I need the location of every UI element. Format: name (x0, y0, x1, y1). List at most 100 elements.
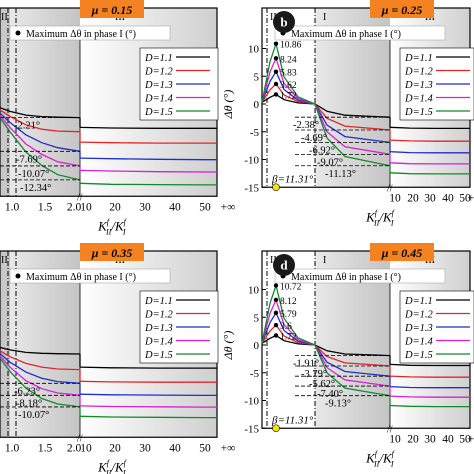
annotation-label: -7.69° (16, 154, 42, 165)
legend-entry-label: D=1.5 (144, 107, 173, 118)
peak-value-label: 10.72 (280, 283, 302, 293)
series-line-D-1_3 (389, 385, 470, 389)
legend-entry-label: D=1.4 (144, 337, 174, 348)
axis-break-mark: // (387, 424, 393, 435)
mu-badge (80, 0, 144, 18)
peak-marker (273, 283, 279, 288)
annotation-label: -12.34° (20, 183, 51, 194)
legend-title: Maximum Δθ in phase I (°) (291, 272, 401, 283)
x-tick-label: 10 (80, 201, 92, 213)
peak-marker (273, 41, 279, 46)
x-tick-label: 40 (442, 192, 454, 204)
legend-entry-label: D=1.3 (144, 80, 173, 91)
x-tick-label: 1.5 (38, 442, 53, 454)
x-tick-label: 30 (139, 442, 151, 454)
x-tick-label: 30 (424, 433, 436, 445)
series-line-D-1_4 (79, 405, 217, 408)
y-tick-label: 5 (254, 71, 260, 83)
x-tick-label: 1.0 (5, 442, 20, 454)
series-line-D-1_2 (261, 82, 391, 131)
y-tick-label: -5 (250, 127, 260, 139)
x-tick-label: 40 (169, 201, 181, 213)
series-line-D-1_3 (79, 157, 217, 161)
series-line-D-1_2 (389, 139, 470, 142)
x-tick-label: 10 (389, 192, 401, 204)
x-axis-label-part: f (124, 458, 128, 467)
annotation-label: -7.40° (317, 389, 343, 400)
x-axis-label-part: K (97, 459, 108, 474)
x-tick-label: 20 (109, 442, 121, 454)
series-line-D-1_3 (79, 393, 217, 397)
zone-label: I (323, 255, 326, 266)
x-tick-label: +∞ (221, 201, 236, 213)
x-axis-label-part: K (365, 450, 376, 465)
peak-value-label: 8.24 (280, 55, 297, 65)
zone-label: II (270, 12, 277, 23)
series-line-D-1_3 (261, 70, 391, 144)
panel-letter: d (280, 258, 288, 273)
x-axis-label: Kf II/Kf I (97, 217, 128, 236)
series-line-D-1_1 (389, 126, 470, 130)
panel-a: IIIII1.01.52.01020304050+∞//KfII/KfI-2.2… (0, 0, 235, 236)
x-axis-label-part: f (375, 449, 379, 458)
legend-entry-label: D=1.2 (404, 67, 434, 78)
legend-entry-label: D=1.4 (404, 337, 434, 348)
peak-value-label: 5.79 (280, 310, 297, 320)
series-line-D-1_2 (0, 109, 81, 133)
axis-break-mark: // (77, 433, 83, 444)
mu-label: μ = 0.45 (381, 246, 423, 260)
x-tick-label: 10 (389, 433, 401, 445)
peak-marker (273, 322, 279, 328)
series-line-D-1_5 (0, 116, 81, 181)
x-tick-label: 50 (459, 192, 471, 204)
x-axis-label-part: f (124, 217, 128, 226)
legend-title-box (274, 268, 446, 284)
annotation-label: -8.18° (16, 398, 42, 409)
x-tick-label: 1.0 (5, 201, 20, 213)
series-line-D-1_5 (261, 283, 391, 397)
x-axis-label-part: / (378, 209, 384, 224)
legend-title-box (9, 268, 171, 284)
zone-I-bg (0, 251, 10, 438)
x-axis-label-part: II (373, 459, 380, 468)
y-tick-label: -5 (250, 368, 260, 380)
legend-entry-label: D=1.2 (144, 310, 174, 321)
legend-entry-label: D=1.2 (404, 310, 434, 321)
annotation-label: -1.91° (293, 359, 319, 370)
x-axis-label-part: II (105, 468, 112, 474)
y-tick-label: -10 (244, 396, 259, 408)
legend-entry-label: D=1.2 (144, 67, 174, 78)
legend-entry-label: D=1.4 (144, 94, 174, 105)
zone-label: II (270, 255, 277, 266)
x-axis-label-part: / (110, 459, 116, 474)
beta-label: β=11.31° (271, 173, 314, 185)
series-line-D-1_5 (389, 172, 470, 175)
peak-marker (273, 92, 279, 97)
x-tick-label: 20 (407, 192, 419, 204)
series-line-D-1_4 (261, 56, 391, 155)
legend-entry-label: D=1.1 (144, 53, 173, 64)
y-tick-label: -10 (244, 155, 259, 167)
x-tick-label: 50 (459, 433, 471, 445)
series-line-D-1_4 (0, 114, 81, 167)
x-axis-label-part: K (114, 218, 125, 233)
panel-letter-badge (273, 254, 295, 276)
mu-badge (80, 243, 144, 261)
legend-title: Maximum Δθ in phase I (°) (291, 29, 401, 40)
annotation-label: -11.13° (325, 169, 356, 180)
legend-title-box (274, 25, 446, 41)
x-axis-label-part: f (107, 217, 111, 226)
x-tick-label: +∞ (221, 442, 236, 454)
series-line-D-1_2 (261, 324, 391, 367)
annotation-label: -9.07° (317, 157, 343, 168)
series-line-D-1_1 (261, 334, 391, 357)
x-tick-label: 1.5 (38, 201, 53, 213)
x-axis-label-part: K (97, 218, 108, 233)
y-tick-label: 10 (248, 285, 260, 297)
series-line-D-1_4 (389, 162, 470, 165)
x-tick-label: 2.0 (67, 201, 82, 213)
peak-marker (273, 333, 279, 338)
series-line-D-1_3 (261, 311, 391, 377)
y-tick-label: 0 (254, 340, 260, 352)
